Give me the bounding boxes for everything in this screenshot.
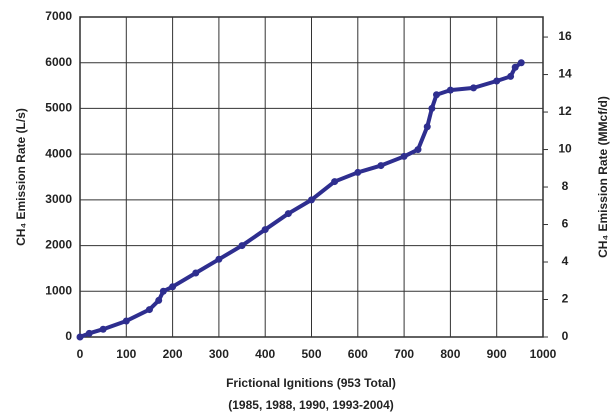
y2-axis-label: CH₄ Emission Rate (MMcf/d)	[596, 96, 610, 258]
y2-tick-label: 14	[558, 67, 572, 81]
data-point	[169, 283, 177, 291]
x-tick-label: 200	[163, 347, 183, 361]
data-point	[414, 146, 422, 154]
y2-tick-label: 2	[562, 292, 569, 306]
y-tick-label: 6000	[45, 55, 72, 69]
data-point	[76, 333, 84, 341]
data-point	[433, 91, 441, 99]
y-tick-label: 2000	[45, 238, 72, 252]
x-tick-label: 400	[255, 347, 275, 361]
y2-tick-label: 0	[562, 329, 569, 343]
data-point	[423, 123, 431, 131]
x-tick-label: 0	[77, 347, 84, 361]
data-point	[215, 255, 223, 263]
x-axis-label: (1985, 1988, 1990, 1993-2004)	[228, 398, 393, 412]
x-tick-label: 300	[209, 347, 229, 361]
data-point	[511, 63, 519, 71]
data-point	[122, 317, 130, 325]
data-point	[331, 178, 339, 186]
y2-tick-label: 16	[558, 29, 572, 43]
y2-tick-label: 12	[558, 104, 572, 118]
data-point	[507, 72, 515, 80]
data-point	[354, 168, 362, 176]
y-axis-label: CH₄ Emission Rate (L/s)	[14, 108, 28, 246]
data-point	[493, 77, 501, 85]
data-point	[159, 287, 167, 295]
data-point	[308, 196, 315, 204]
y-tick-label: 4000	[45, 146, 72, 160]
data-point	[155, 296, 163, 304]
data-point	[377, 162, 385, 170]
x-tick-label: 100	[116, 347, 136, 361]
y2-tick-label: 8	[562, 179, 569, 193]
y2-tick-label: 10	[558, 142, 572, 156]
x-tick-label: 1000	[530, 347, 557, 361]
data-point	[192, 269, 200, 277]
x-tick-label: 600	[348, 347, 368, 361]
x-tick-label: 900	[487, 347, 507, 361]
y-tick-label: 1000	[45, 283, 72, 297]
data-point	[261, 226, 269, 234]
y2-tick-label: 4	[562, 254, 569, 268]
data-point	[517, 59, 525, 67]
data-point	[99, 325, 107, 333]
x-axis-label: Frictional Ignitions (953 Total)	[226, 376, 396, 390]
y2-tick-label: 6	[562, 217, 569, 231]
y-tick-label: 5000	[45, 101, 72, 115]
y-tick-label: 0	[65, 329, 72, 343]
data-point	[428, 104, 436, 112]
data-point	[145, 306, 153, 314]
data-point	[470, 84, 478, 92]
x-tick-label: 500	[301, 347, 321, 361]
data-point	[85, 329, 93, 337]
y-tick-label: 7000	[45, 9, 72, 23]
data-point	[284, 210, 292, 218]
x-tick-label: 800	[440, 347, 460, 361]
data-line	[79, 61, 523, 339]
x-tick-label: 700	[394, 347, 414, 361]
data-point	[446, 86, 454, 94]
data-point	[400, 152, 408, 160]
data-point	[238, 242, 246, 250]
y-tick-label: 3000	[45, 192, 72, 206]
